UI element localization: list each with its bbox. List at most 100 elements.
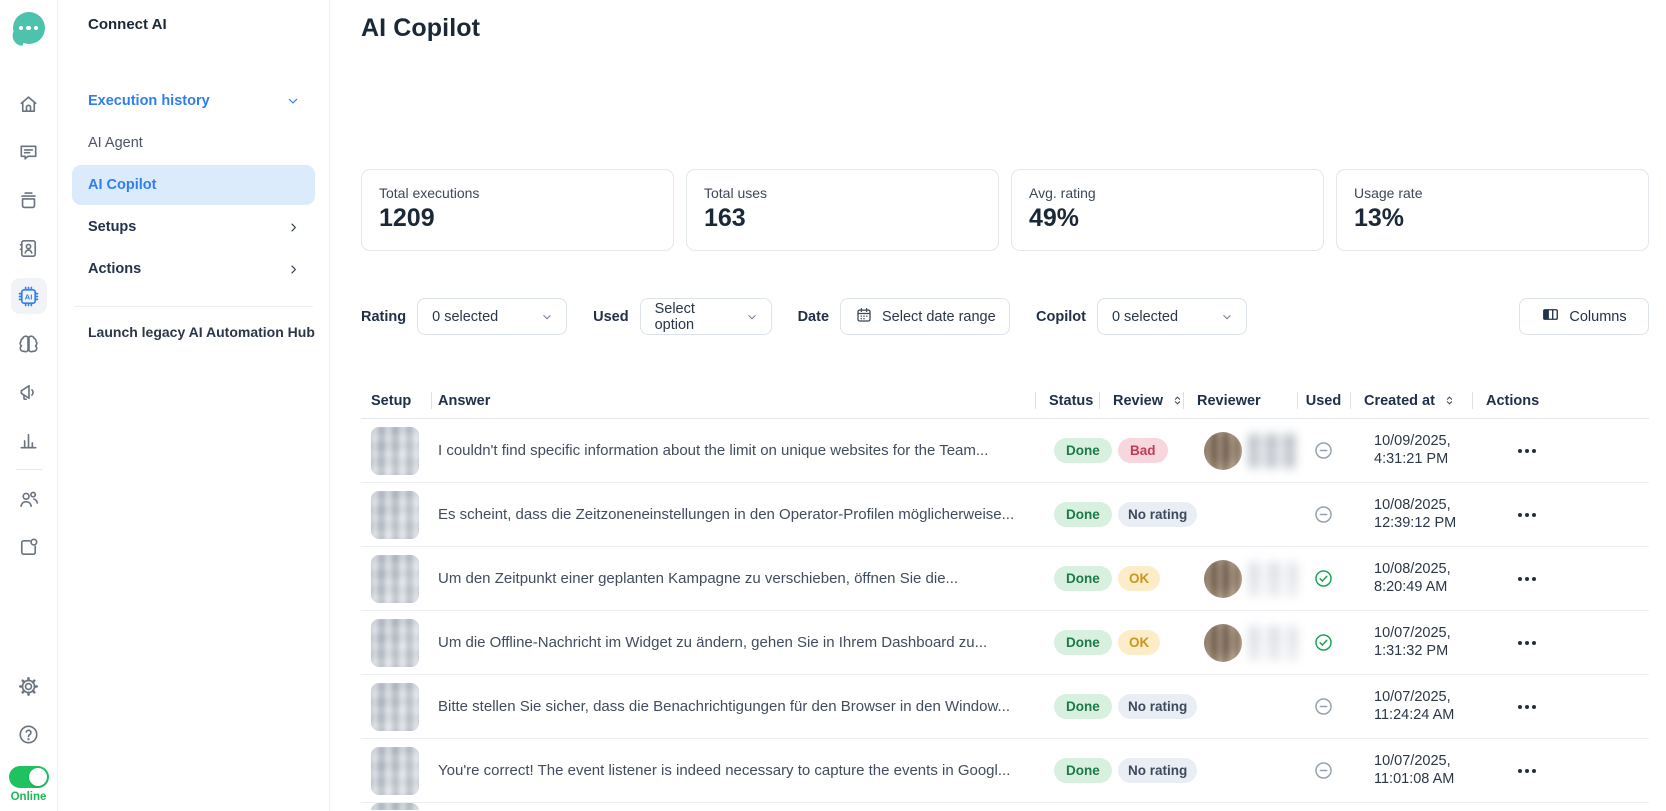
contacts-icon[interactable] — [11, 230, 47, 266]
used-yes-icon — [1315, 570, 1332, 587]
megaphone-icon[interactable] — [11, 374, 47, 410]
chevron-down-icon — [285, 93, 301, 109]
sidebar-item-setups[interactable]: Setups — [72, 207, 315, 247]
sidebar-item-execution-history[interactable]: Execution history — [72, 81, 315, 121]
stat-card-avg-rating: Avg. rating 49% — [1011, 169, 1324, 251]
brain-icon[interactable] — [11, 326, 47, 362]
stat-card-total-executions: Total executions 1209 — [361, 169, 674, 251]
used-yes-icon — [1315, 634, 1332, 651]
col-header-created-at: Created at — [1350, 383, 1472, 418]
reviewer-name-blurred — [1249, 561, 1297, 596]
used-no-icon — [1315, 698, 1332, 715]
sidebar-divider — [74, 306, 313, 307]
status-badge: Done — [1054, 502, 1112, 527]
date-range-picker[interactable]: Select date range — [840, 298, 1011, 335]
users-icon[interactable] — [11, 481, 47, 517]
brand-title: Connect AI — [88, 16, 167, 33]
row-actions-button[interactable] — [1514, 443, 1540, 459]
sort-icon[interactable] — [1170, 393, 1185, 408]
rating-filter-select[interactable]: 0 selected — [417, 298, 568, 335]
reviewer-name-blurred — [1249, 433, 1297, 468]
answer-text: Bitte stellen Sie sicher, dass die Benac… — [438, 698, 1010, 715]
reviewer-avatar — [1204, 431, 1242, 470]
col-header-actions: Actions — [1472, 383, 1649, 418]
page-title: AI Copilot — [361, 14, 481, 42]
row-actions-button[interactable] — [1514, 507, 1540, 523]
table-row[interactable]: You're correct! The event listener is in… — [361, 739, 1649, 803]
table-row[interactable]: Bitte stellen Sie sicher, dass die Benac… — [361, 675, 1649, 739]
stat-card-usage-rate: Usage rate 13% — [1336, 169, 1649, 251]
row-actions-button[interactable] — [1514, 699, 1540, 715]
copilot-filter-select[interactable]: 0 selected — [1096, 298, 1247, 335]
created-at-cell: 10/07/2025, 11:01:08 AM — [1374, 752, 1455, 787]
used-no-icon — [1315, 762, 1332, 779]
used-no-icon — [1315, 506, 1332, 523]
columns-icon — [1541, 305, 1560, 328]
icon-rail: AI Online — [0, 0, 58, 811]
legacy-hub-link[interactable]: Launch legacy AI Automation Hub — [88, 324, 315, 340]
sort-icon[interactable] — [1442, 393, 1457, 408]
calendar-icon — [855, 306, 873, 328]
row-actions-button[interactable] — [1514, 635, 1540, 651]
help-icon[interactable] — [11, 716, 47, 752]
created-at-cell: 10/08/2025, 8:20:49 AM — [1374, 560, 1451, 595]
chevron-right-icon — [286, 220, 301, 235]
date-filter-label: Date — [797, 308, 830, 325]
main-content: AI Copilot Total executions 1209 Total u… — [330, 0, 1666, 811]
table-row-partial — [361, 803, 1649, 810]
reviewer-avatar — [1204, 623, 1242, 662]
review-badge: No rating — [1118, 758, 1198, 783]
answer-text: Um die Offline-Nachricht im Widget zu än… — [438, 634, 988, 651]
col-header-review: Review — [1099, 383, 1183, 418]
col-header-answer: Answer — [431, 383, 1035, 418]
online-toggle[interactable] — [8, 766, 49, 788]
rating-filter-label: Rating — [361, 308, 407, 325]
chevron-right-icon — [286, 262, 301, 277]
online-status-label: Online — [10, 791, 47, 803]
status-badge: Done — [1054, 630, 1112, 655]
created-at-cell: 10/09/2025, 4:31:21 PM — [1374, 432, 1451, 467]
sidebar-item-ai-agent[interactable]: AI Agent — [88, 135, 143, 151]
table-row[interactable]: I couldn't find specific information abo… — [361, 419, 1649, 483]
sidebar-item-ai-copilot[interactable]: AI Copilot — [72, 165, 315, 205]
apps-icon[interactable] — [11, 529, 47, 565]
created-at-cell: 10/07/2025, 11:24:24 AM — [1374, 688, 1455, 723]
status-badge: Done — [1054, 758, 1112, 783]
settings-gear-icon[interactable] — [11, 668, 47, 704]
table-row[interactable]: Um die Offline-Nachricht im Widget zu än… — [361, 611, 1649, 675]
archive-icon[interactable] — [11, 182, 47, 218]
answer-text: I couldn't find specific information abo… — [438, 442, 989, 459]
stats-cards: Total executions 1209 Total uses 163 Avg… — [361, 169, 1649, 251]
columns-button[interactable]: Columns — [1519, 298, 1649, 335]
analytics-icon[interactable] — [11, 422, 47, 458]
row-actions-button[interactable] — [1514, 763, 1540, 779]
rail-bottom-group: Online — [8, 668, 49, 803]
setup-thumbnail — [371, 618, 419, 667]
table-row[interactable]: Um den Zeitpunkt einer geplanten Kampagn… — [361, 547, 1649, 611]
created-at-cell: 10/07/2025, 1:31:32 PM — [1374, 624, 1451, 659]
status-badge: Done — [1054, 438, 1112, 463]
used-filter-select[interactable]: Select option — [639, 298, 772, 335]
chat-icon[interactable] — [11, 134, 47, 170]
col-header-used: Used — [1297, 383, 1350, 418]
app-logo-icon[interactable] — [11, 10, 47, 46]
table-row[interactable]: Es scheint, dass die Zeitzoneneinstellun… — [361, 483, 1649, 547]
setup-thumbnail — [371, 554, 419, 603]
row-actions-button[interactable] — [1514, 571, 1540, 587]
executions-table: Setup Answer Status Review Reviewer Used… — [361, 383, 1649, 810]
ai-chip-icon[interactable]: AI — [10, 278, 47, 314]
rail-divider — [15, 469, 42, 470]
review-badge: OK — [1118, 630, 1161, 655]
answer-text: Um den Zeitpunkt einer geplanten Kampagn… — [438, 570, 959, 587]
chevron-down-icon — [540, 310, 554, 324]
table-header: Setup Answer Status Review Reviewer Used… — [361, 383, 1649, 419]
setup-thumbnail — [371, 426, 419, 475]
stat-card-total-uses: Total uses 163 — [686, 169, 999, 251]
filter-bar: Rating 0 selected Used Select option Dat… — [361, 298, 1649, 335]
sidebar-item-actions[interactable]: Actions — [72, 249, 315, 289]
home-icon[interactable] — [11, 86, 47, 122]
review-badge: No rating — [1118, 502, 1198, 527]
col-header-setup: Setup — [371, 392, 412, 409]
col-header-status: Status — [1035, 383, 1099, 418]
